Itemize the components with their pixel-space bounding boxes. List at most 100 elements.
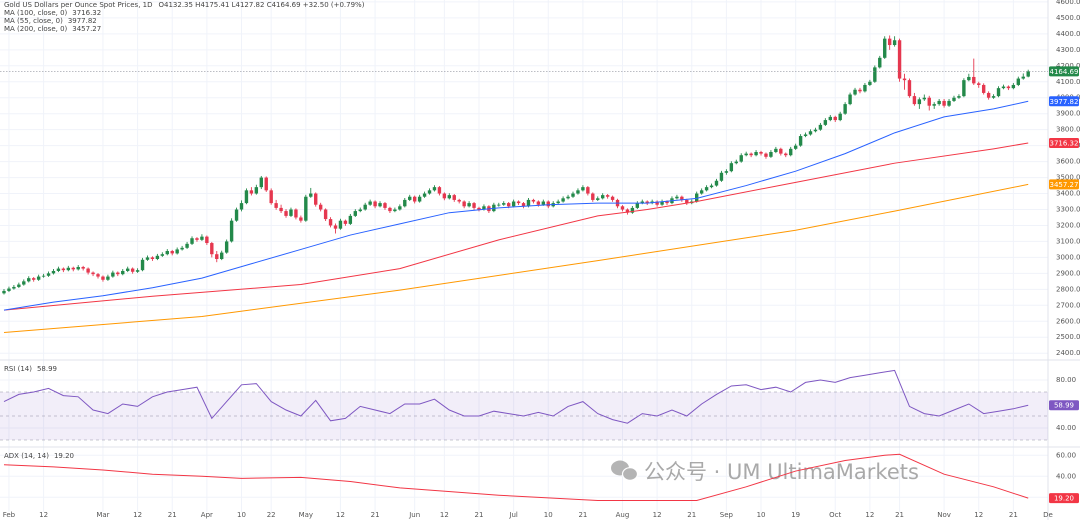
candle-body <box>962 80 966 97</box>
candle-body <box>393 209 397 212</box>
candle-body <box>511 201 516 207</box>
x-tick-label: 21 <box>371 511 380 519</box>
candle-body <box>739 155 743 162</box>
candle-body <box>284 211 288 216</box>
candle-body <box>932 104 936 106</box>
candle-body <box>314 193 318 205</box>
y-tick-label: 3400.00 <box>1056 190 1080 198</box>
candle-body <box>210 243 214 255</box>
candle-body <box>467 203 471 207</box>
candle-body <box>121 270 125 275</box>
candle-body <box>744 153 748 156</box>
candle-body <box>497 204 501 206</box>
candle-body <box>417 196 422 202</box>
candle-body <box>106 276 110 280</box>
x-tick-label: Aug <box>616 511 630 519</box>
legend-value: 58.99 <box>37 365 57 373</box>
candle-body <box>541 201 546 205</box>
candle-body <box>1006 86 1011 89</box>
x-tick-label: 10 <box>237 511 246 519</box>
candle-body <box>838 113 842 121</box>
candle-body <box>784 153 788 156</box>
candle-body <box>630 207 635 213</box>
candle-body <box>561 198 565 202</box>
candle-body <box>699 190 704 194</box>
candle-body <box>462 201 466 207</box>
y-tick-label: 4400.00 <box>1056 30 1080 38</box>
x-tick-label: De <box>1043 511 1053 519</box>
candle-body <box>853 89 857 95</box>
candle-body <box>437 187 442 194</box>
candle-body <box>823 120 828 125</box>
candle-body <box>813 129 818 132</box>
series-line <box>3 453 1029 501</box>
candle-body <box>655 201 659 205</box>
price-badge-label: 3716.32 <box>1050 140 1079 148</box>
candle-body <box>610 196 615 200</box>
price-badge <box>1049 400 1079 411</box>
candle-body <box>145 257 150 260</box>
candle-body <box>309 193 313 197</box>
candle-body <box>175 249 179 254</box>
x-tick-label: 21 <box>168 511 177 519</box>
candle-body <box>729 163 734 172</box>
candle-body <box>130 268 135 272</box>
x-tick-label: Sep <box>720 511 734 519</box>
candle-body <box>724 171 729 173</box>
candle-body <box>452 195 456 200</box>
candle-body <box>135 270 140 272</box>
candle-body <box>769 152 773 157</box>
candle-body <box>873 67 877 82</box>
candle-body <box>378 203 382 207</box>
y-tick-label: 4600.00 <box>1056 0 1080 6</box>
candle-body <box>27 278 31 282</box>
candle-body <box>991 96 996 98</box>
candle-body <box>789 148 793 156</box>
candle-body <box>645 201 649 204</box>
candle-body <box>586 187 590 194</box>
y-tick-label: 4200.00 <box>1056 62 1080 70</box>
candle-body <box>328 219 333 226</box>
candle-body <box>695 193 699 202</box>
legend-name: MA (100, close, 0) <box>4 9 68 17</box>
candle-body <box>31 278 36 280</box>
x-tick-label: 21 <box>578 511 587 519</box>
candle-body <box>101 276 105 280</box>
price-badge-label: 3457.27 <box>1050 181 1079 189</box>
candle-body <box>170 251 174 254</box>
candle-body <box>482 206 486 210</box>
price-badge-label: 4164.69 <box>1050 68 1079 76</box>
candle-body <box>61 268 66 271</box>
candle-body <box>967 76 971 81</box>
candle-body <box>858 89 862 92</box>
candle-body <box>412 196 417 202</box>
candle-body <box>220 252 224 259</box>
candle-body <box>868 81 872 85</box>
candle-body <box>363 204 367 210</box>
candle-body <box>521 203 526 207</box>
candle-body <box>917 99 922 105</box>
candle-body <box>12 286 16 289</box>
candle-body <box>596 198 600 200</box>
x-tick-label: Oct <box>829 511 841 519</box>
candle-body <box>1001 86 1006 89</box>
y-tick-label: 4100.00 <box>1056 78 1080 86</box>
candle-body <box>897 40 902 79</box>
candle-body <box>571 193 575 197</box>
candle-body <box>803 134 808 137</box>
candle-body <box>289 209 293 216</box>
candle-body <box>229 220 234 242</box>
y-tick-label: 3100.00 <box>1056 237 1080 245</box>
candle-body <box>368 201 372 205</box>
price-badge-label: 19.20 <box>1054 495 1074 503</box>
candle-body <box>536 201 541 205</box>
candle-body <box>833 116 837 121</box>
candle-body <box>358 209 362 212</box>
x-tick-label: 19 <box>791 511 800 519</box>
candle-body <box>506 203 511 207</box>
candle-body <box>947 100 951 106</box>
candle-body <box>878 57 882 68</box>
y-tick-label: 3000.00 <box>1056 253 1080 261</box>
y-tick-label: 3300.00 <box>1056 205 1080 213</box>
